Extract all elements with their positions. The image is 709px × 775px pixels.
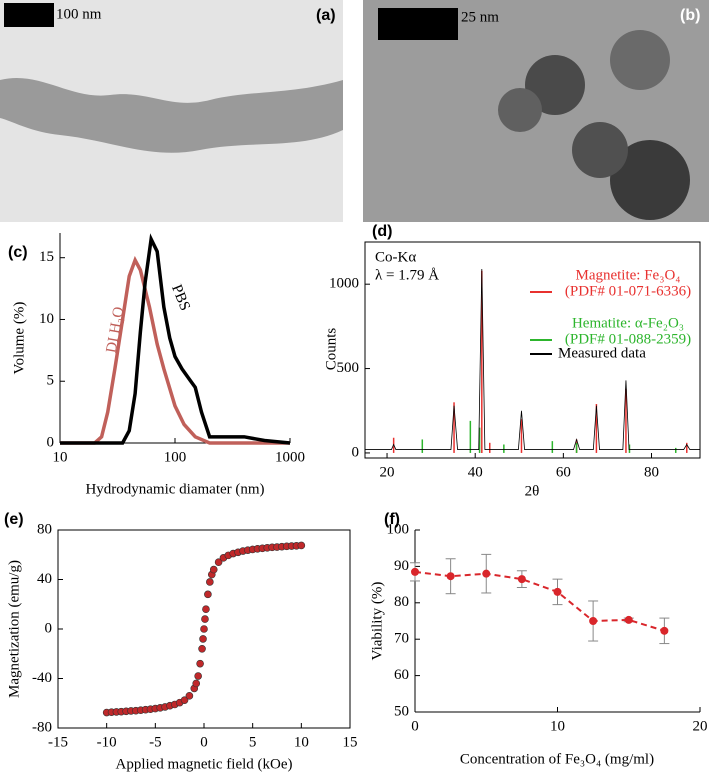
- data-line: [414, 570, 665, 632]
- y-tick-label: 0: [45, 620, 53, 636]
- x-tick-label: 10: [550, 718, 565, 734]
- y-tick-label: 500: [337, 360, 360, 376]
- data-point: [297, 541, 306, 550]
- y-axis-label: Viability (%): [369, 582, 385, 661]
- data-point: [553, 587, 562, 596]
- x-axis-label: 2θ: [525, 483, 540, 499]
- x-tick-label: 80: [644, 464, 659, 480]
- x-tick-label: 15: [343, 734, 358, 750]
- x-tick-label: 20: [693, 718, 708, 734]
- data-point: [206, 578, 214, 586]
- x-axis-label: Applied magnetic field (kOe): [115, 756, 292, 772]
- particle-cluster: [0, 77, 343, 153]
- annotation: Co-Kα: [375, 249, 416, 265]
- y-tick-label: 100: [387, 521, 410, 537]
- x-tick-label: -10: [97, 734, 117, 750]
- y-tick-label: 80: [37, 521, 52, 537]
- y-tick-label: 60: [394, 667, 409, 683]
- data-point: [198, 644, 206, 653]
- x-tick-label: 0: [411, 718, 419, 734]
- image-a: 100 nm (a): [0, 0, 343, 222]
- x-axis-label: Hydrodynamic diamater (nm): [85, 481, 264, 497]
- panel-label: (f): [384, 511, 400, 528]
- particle: [610, 140, 690, 220]
- data-point: [199, 635, 207, 643]
- data-point: [624, 615, 633, 624]
- data-point: [201, 615, 209, 623]
- x-tick-label: -5: [149, 734, 162, 750]
- legend-ref: (PDF# 01-088-2359): [565, 331, 691, 347]
- y-tick-label: 80: [394, 594, 409, 610]
- scale-bar: [378, 8, 458, 40]
- x-tick-label: 100: [164, 449, 187, 465]
- data-point: [204, 590, 212, 599]
- data-point: [194, 672, 202, 680]
- panel-label: (e): [4, 511, 24, 528]
- panel-label: (d): [372, 223, 392, 240]
- panel-label: (b): [680, 7, 700, 24]
- x-tick-label: 1000: [275, 449, 305, 465]
- y-tick-label: 90: [394, 558, 409, 574]
- legend-label: Magnetite: Fe₃O₄: [575, 267, 680, 283]
- x-tick-label: 20: [380, 464, 395, 480]
- y-tick-label: -80: [32, 719, 52, 735]
- particle: [498, 88, 542, 132]
- data-point: [482, 569, 491, 578]
- data-point: [185, 692, 194, 700]
- data-line: [60, 233, 291, 445]
- particle: [572, 122, 628, 178]
- data-point: [446, 572, 455, 581]
- series-label: DI H₂O: [104, 305, 128, 354]
- y-tick-label: 15: [39, 249, 54, 265]
- y-tick-label: 70: [394, 631, 409, 647]
- legend-label: Hematite: α-Fe₂O₃: [572, 315, 684, 331]
- data-point: [411, 567, 419, 576]
- x-axis-label: Concentration of Fe₃O₄ (mg/ml): [460, 751, 654, 767]
- panel-label: (a): [316, 7, 336, 24]
- x-tick-label: 40: [468, 464, 483, 480]
- plot-frame: [364, 241, 701, 459]
- y-axis-label: Volume (%): [11, 302, 27, 375]
- y-axis-label: Magnetization (emu/g): [6, 560, 22, 698]
- y-tick-label: -40: [32, 670, 52, 686]
- y-tick-label: 50: [394, 703, 409, 719]
- x-tick-label: -15: [48, 734, 68, 750]
- y-tick-label: 1000: [329, 276, 359, 292]
- data-line: [60, 255, 290, 445]
- x-tick-label: 10: [53, 449, 68, 465]
- y-tick-label: 5: [47, 373, 55, 389]
- particle: [610, 30, 670, 90]
- series-label: PBS: [168, 282, 193, 313]
- legend-ref: (PDF# 01-071-6336): [565, 283, 691, 299]
- data-point: [209, 565, 218, 574]
- data-point: [214, 558, 223, 566]
- y-tick-label: 0: [47, 434, 55, 450]
- scale-text: 25 nm: [461, 9, 499, 25]
- data-line: [365, 268, 700, 450]
- x-tick-label: 10: [294, 734, 309, 750]
- scale-text: 100 nm: [56, 6, 102, 22]
- data-point: [180, 696, 189, 704]
- y-axis-label: Counts: [323, 328, 339, 371]
- data-point: [589, 617, 598, 625]
- particle: [525, 55, 585, 115]
- data-point: [202, 605, 210, 614]
- panel-label: (c): [8, 244, 28, 261]
- legend-label: Measured data: [558, 345, 646, 361]
- image-b: 25 nm (b): [363, 0, 709, 222]
- annotation: λ = 1.79 Å: [375, 267, 439, 283]
- data-point: [196, 659, 204, 668]
- data-point: [517, 575, 526, 584]
- x-tick-label: 5: [249, 734, 257, 750]
- data-point: [660, 626, 669, 635]
- data-point: [192, 679, 201, 688]
- x-tick-label: 0: [200, 734, 208, 750]
- y-tick-label: 10: [39, 311, 54, 327]
- data-point: [200, 625, 208, 633]
- scale-bar: [4, 3, 54, 27]
- x-tick-label: 60: [556, 464, 571, 480]
- y-tick-label: 40: [37, 571, 52, 587]
- y-tick-label: 0: [352, 444, 360, 460]
